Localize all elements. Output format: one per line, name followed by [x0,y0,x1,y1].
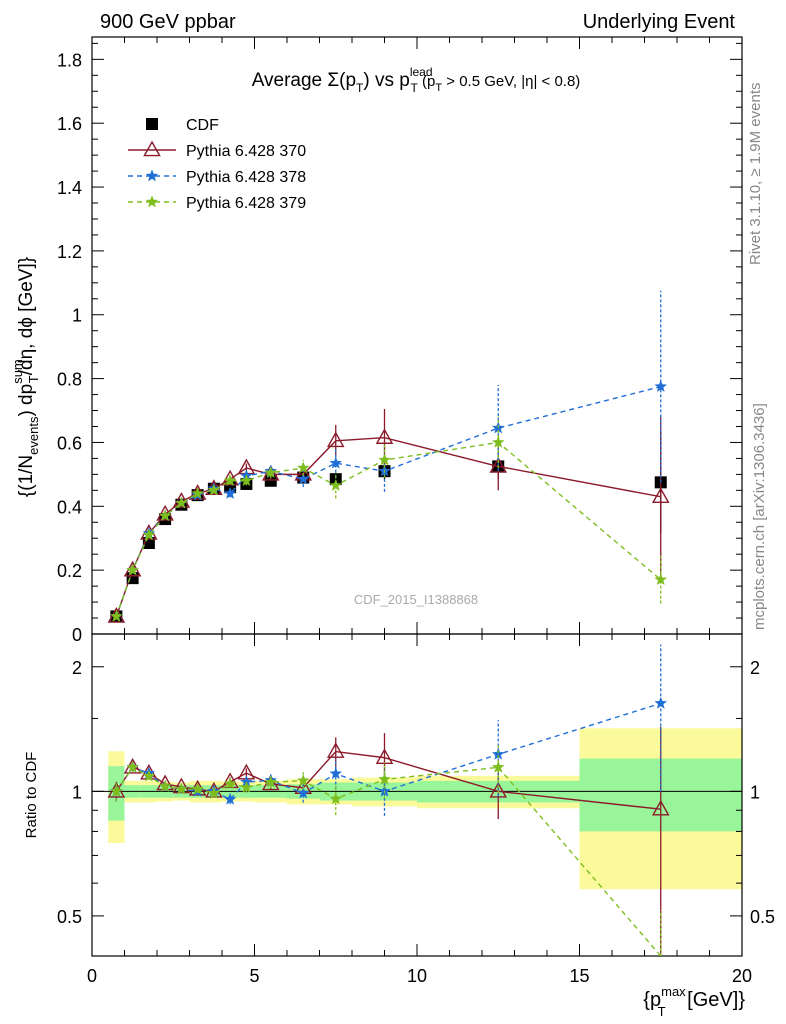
watermark-label: CDF_2015_I1388868 [354,592,478,607]
y-tick-label: 0.2 [57,561,82,581]
point-pythia-6-428-379 [296,461,310,474]
point-pythia-6-428-379 [223,474,237,487]
x-tick-label: 15 [569,966,589,986]
point-cdf [264,474,277,487]
ratio-point-pythia-6-428-379 [191,782,204,795]
legend-label-pythia-6-428-378: Pythia 6.428 378 [186,169,306,186]
point-pythia-6-428-370 [651,487,670,504]
y-axis-label: {(1/Nevents) dpsumT/dη, dϕ [GeV]} [10,257,41,497]
point-pythia-6-428-379 [491,435,505,448]
legend-label-cdf: CDF [186,117,219,134]
y-tick-label: 0.6 [57,433,82,453]
data-marks [107,290,670,957]
point-pythia-6-428-379 [158,509,172,522]
point-pythia-6-428-379 [378,453,391,466]
ratio-point-pythia-6-428-379 [110,784,123,797]
legend-label-pythia-6-428-379: Pythia 6.428 379 [186,195,306,212]
ratio-tick-label-right: 2 [750,658,760,678]
point-pythia-6-428-370 [489,456,508,473]
point-pythia-6-428-378 [223,486,237,499]
point-pythia-6-428-379 [207,483,221,496]
x-tick-label: 0 [87,966,97,986]
point-pythia-6-428-378 [654,379,668,392]
header-right-label: Underlying Event [583,11,736,33]
point-pythia-6-428-370 [221,469,239,486]
ratio-tick-label: 2 [72,658,82,678]
line-pythia-6-428-379 [115,441,662,617]
ratio-point-pythia-6-428-378 [223,792,237,805]
ratio-point-pythia-6-428-379 [491,760,505,773]
point-pythia-6-428-379 [240,474,253,487]
legend: CDF Pythia 6.428 370 Pythia 6.428 378 Pythi… [128,117,306,212]
ratio-point-pythia-6-428-379 [175,782,188,795]
ratio-tick-label: 1 [72,782,82,802]
ratio-point-pythia-6-428-370 [489,781,508,798]
point-pythia-6-428-370 [261,464,280,481]
ratio-point-pythia-6-428-379 [378,772,391,785]
legend-marker-cdf [146,118,158,130]
x-tick-label: 10 [407,966,427,986]
ratio-point-pythia-6-428-379 [240,780,253,793]
y-tick-label: 0 [72,625,82,645]
legend-marker-pythia-6-428-378 [145,169,159,182]
point-pythia-6-428-379 [191,486,204,499]
point-pythia-6-428-378 [329,456,343,469]
ratio-point-pythia-6-428-370 [651,799,670,816]
legend-marker-pythia-6-428-370 [143,140,161,157]
ratio-point-pythia-6-428-379 [158,779,172,792]
point-pythia-6-428-379 [142,528,156,541]
point-pythia-6-428-379 [264,466,278,479]
ratio-point-pythia-6-428-370 [326,742,345,758]
ratio-point-pythia-6-428-378 [296,786,310,799]
y-tick-label: 1.8 [57,50,82,70]
ratio-tick-label: 0.5 [57,907,82,927]
x-axis-label: {pmax T [GeV]} [643,984,745,1019]
x-tick-label: 5 [249,966,259,986]
ratio-tick-label-right: 1 [750,782,760,802]
y-tick-label: 1 [72,306,82,326]
ratio-point-pythia-6-428-378 [654,696,668,709]
x-tick-label: 20 [732,966,752,986]
point-pythia-6-428-379 [110,609,123,622]
line-pythia-6-428-378 [115,385,661,617]
point-pythia-6-428-378 [296,472,310,485]
y-tick-label: 1.4 [57,178,82,198]
axes: 0 5 10 15 20 0 0.2 0.4 0.6 0.8 1 1.2 1.4 1.6 1.8 0.5 0.5… [57,36,775,986]
y-tick-label: 1.6 [57,114,82,134]
point-pythia-6-428-370 [375,428,394,444]
ratio-point-pythia-6-428-379 [126,760,139,773]
mcplots-label: mcplots.cern.ch [arXiv:1306.3436] [751,403,768,630]
ratio-point-pythia-6-428-378 [329,766,343,780]
y-tick-label: 0.8 [57,370,82,390]
legend-marker-pythia-6-428-379 [145,195,159,208]
chart-title: Average Σ(pT) vs plead T (pT > 0.5 GeV, |… [252,65,581,95]
y-tick-label: 0.4 [57,497,82,517]
point-pythia-6-428-379 [126,563,139,576]
line-pythia-6-428-370 [115,436,661,617]
rivet-label: Rivet 3.1.10, ≥ 1.9M events [747,83,764,266]
ratio-y-axis-label: Ratio to CDF [23,752,40,839]
ratio-point-pythia-6-428-379 [223,777,237,790]
point-pythia-6-428-379 [654,572,668,586]
ratio-point-pythia-6-428-379 [264,775,278,788]
legend-label-pythia-6-428-370: Pythia 6.428 370 [186,143,306,160]
ratio-point-pythia-6-428-379 [207,786,221,799]
point-pythia-6-428-379 [329,478,343,491]
ratio-point-pythia-6-428-379 [142,769,156,782]
ratio-point-pythia-6-428-379 [329,792,343,805]
ratio-tick-label-right: 0.5 [750,907,775,927]
ratio-panel-bands [108,728,742,890]
point-pythia-6-428-379 [175,496,188,509]
y-tick-label: 1.2 [57,242,82,262]
point-pythia-6-428-370 [326,431,345,448]
ratio-point-pythia-6-428-379 [296,773,310,787]
header-left-label: 900 GeV ppbar [100,11,236,33]
